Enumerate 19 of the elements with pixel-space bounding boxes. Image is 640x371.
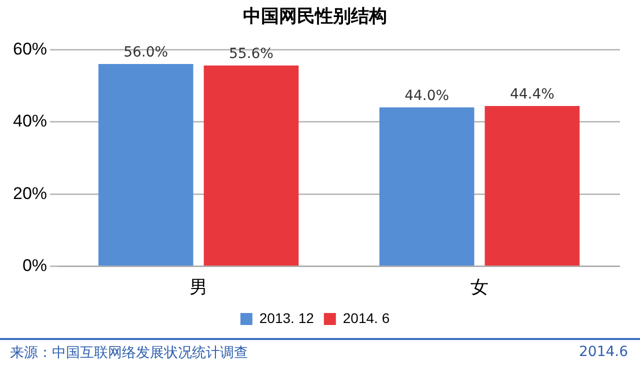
source-note: 来源：中国互联网络发展状况统计调查 (10, 344, 248, 362)
x-tick-label: 男 (190, 277, 208, 298)
text: 2014.6 (579, 344, 628, 360)
chart-title: 中国网民性别结构 (243, 6, 387, 26)
legend-label: 2013. 12 (259, 310, 314, 326)
y-tick-label: 0% (22, 256, 48, 276)
data-label: 56.0% (124, 44, 168, 61)
y-tick-label: 20% (12, 184, 48, 203)
legend-label: 2014. 6 (342, 310, 390, 326)
bar (484, 106, 580, 266)
x-tick-label: 女 (470, 277, 489, 298)
bar (379, 107, 474, 266)
data-label: 44.4% (510, 86, 554, 103)
y-tick-label: 40% (12, 112, 48, 131)
bar (204, 66, 299, 266)
data-label: 44.0% (404, 88, 450, 104)
bar (98, 64, 194, 266)
y-tick-label: 60% (12, 39, 48, 58)
data-label: 55.6% (228, 46, 274, 62)
